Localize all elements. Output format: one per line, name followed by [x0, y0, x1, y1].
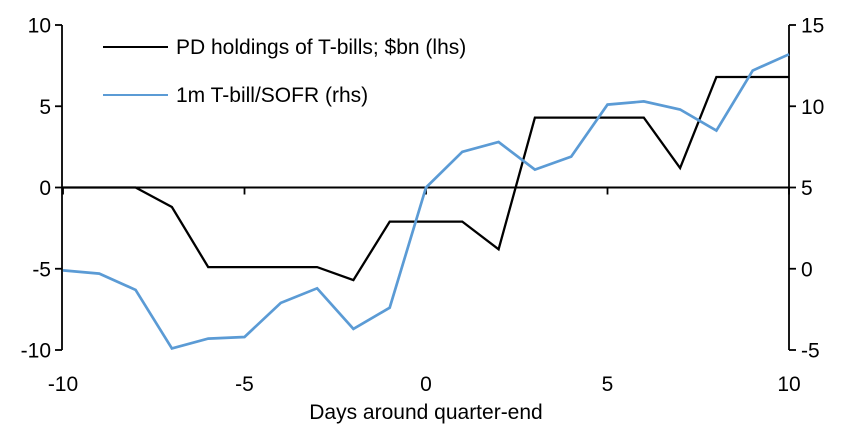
y-axis-left-tick-label: -10	[21, 340, 51, 363]
x-axis-title: Days around quarter-end	[309, 401, 543, 424]
y-axis-left-tick-label: 0	[39, 177, 51, 200]
x-axis-tick-label: -5	[235, 373, 254, 396]
y-axis-left-tick-label: 5	[39, 96, 51, 119]
legend: PD holdings of T-bills; $bn (lhs) 1m T-b…	[103, 23, 466, 119]
y-axis-right-tick-label: 10	[801, 96, 824, 119]
x-axis-tick-label: 5	[602, 373, 614, 396]
y-axis-left-tick-label: -5	[32, 258, 51, 281]
legend-label: 1m T-bill/SOFR (rhs)	[176, 83, 369, 107]
legend-line-sample-black	[103, 46, 168, 48]
x-axis-tick-label: 0	[420, 373, 432, 396]
x-axis-tick-label: -10	[48, 373, 78, 396]
y-axis-right-tick-label: 0	[801, 258, 813, 281]
y-axis-right-tick-label: 5	[801, 177, 813, 200]
legend-line-sample-blue	[103, 94, 168, 96]
x-axis-tick-label: 10	[777, 373, 800, 396]
series-line-0	[63, 75, 789, 282]
series-line-1	[62, 53, 790, 350]
y-axis-right-tick-label: -5	[801, 340, 820, 363]
y-axis-left-tick-label: 10	[28, 15, 51, 38]
legend-label: PD holdings of T-bills; $bn (lhs)	[176, 35, 467, 59]
legend-item-tbill-sofr: 1m T-bill/SOFR (rhs)	[103, 71, 466, 119]
y-axis-right-tick-label: 15	[801, 15, 824, 38]
legend-item-pd-holdings: PD holdings of T-bills; $bn (lhs)	[103, 23, 466, 71]
